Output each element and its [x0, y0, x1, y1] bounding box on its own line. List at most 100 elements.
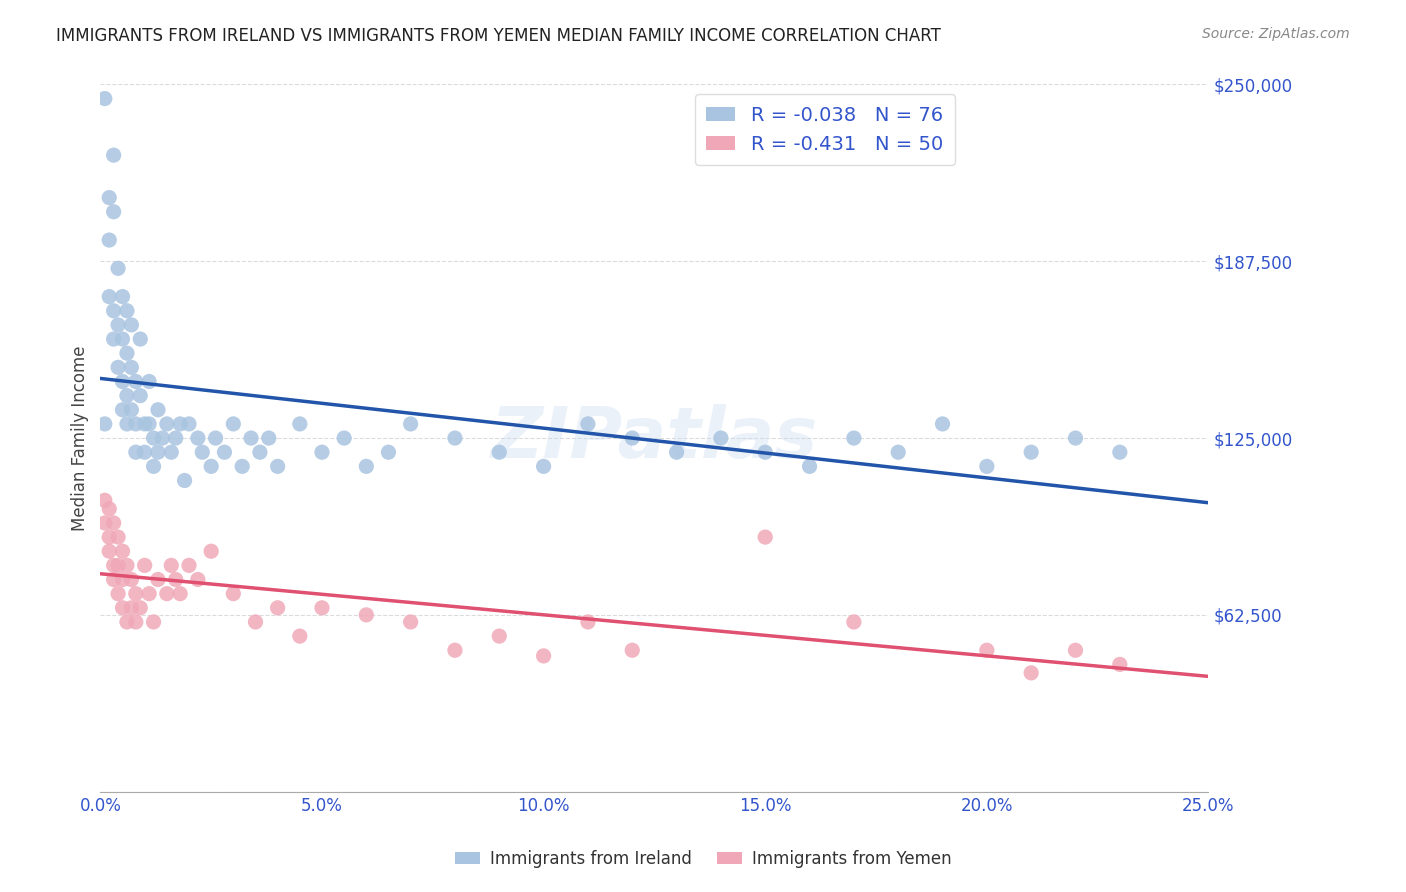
Point — [240, 431, 263, 445]
Point — [146, 573, 169, 587]
Point — [125, 375, 148, 389]
Point — [1108, 657, 1130, 672]
Point — [120, 573, 142, 587]
Point — [1064, 643, 1087, 657]
Point — [444, 643, 467, 657]
Point — [444, 431, 467, 445]
Point — [152, 431, 174, 445]
Point — [173, 474, 195, 488]
Point — [125, 445, 148, 459]
Point — [94, 493, 117, 508]
Point — [120, 360, 142, 375]
Point — [621, 643, 644, 657]
Point — [1019, 665, 1042, 680]
Point — [115, 389, 138, 403]
Point — [1108, 445, 1130, 459]
Point — [488, 445, 510, 459]
Point — [120, 402, 142, 417]
Legend: R = -0.038   N = 76, R = -0.431   N = 50: R = -0.038 N = 76, R = -0.431 N = 50 — [695, 95, 955, 165]
Point — [111, 290, 134, 304]
Point — [107, 318, 129, 332]
Point — [94, 92, 117, 106]
Point — [887, 445, 910, 459]
Point — [129, 332, 152, 346]
Point — [799, 459, 821, 474]
Point — [399, 615, 422, 629]
Point — [249, 445, 271, 459]
Point — [333, 431, 356, 445]
Point — [103, 204, 125, 219]
Text: IMMIGRANTS FROM IRELAND VS IMMIGRANTS FROM YEMEN MEDIAN FAMILY INCOME CORRELATIO: IMMIGRANTS FROM IRELAND VS IMMIGRANTS FR… — [56, 27, 941, 45]
Point — [115, 346, 138, 360]
Point — [169, 417, 191, 431]
Point — [245, 615, 267, 629]
Point — [200, 544, 222, 558]
Point — [138, 587, 160, 601]
Point — [111, 544, 134, 558]
Point — [222, 587, 245, 601]
Point — [120, 318, 142, 332]
Point — [160, 445, 183, 459]
Point — [103, 558, 125, 573]
Point — [931, 417, 953, 431]
Point — [111, 402, 134, 417]
Point — [177, 558, 200, 573]
Point — [142, 459, 165, 474]
Point — [187, 573, 209, 587]
Point — [134, 558, 156, 573]
Point — [488, 629, 510, 643]
Point — [103, 516, 125, 530]
Point — [177, 417, 200, 431]
Point — [125, 417, 148, 431]
Point — [356, 459, 378, 474]
Point — [257, 431, 280, 445]
Point — [107, 360, 129, 375]
Point — [576, 615, 599, 629]
Point — [311, 445, 333, 459]
Point — [115, 417, 138, 431]
Legend: Immigrants from Ireland, Immigrants from Yemen: Immigrants from Ireland, Immigrants from… — [449, 844, 957, 875]
Point — [214, 445, 236, 459]
Point — [107, 530, 129, 544]
Point — [311, 600, 333, 615]
Point — [160, 558, 183, 573]
Point — [94, 417, 117, 431]
Point — [111, 600, 134, 615]
Point — [98, 233, 121, 247]
Point — [111, 573, 134, 587]
Point — [94, 516, 117, 530]
Point — [533, 459, 555, 474]
Point — [165, 431, 187, 445]
Y-axis label: Median Family Income: Median Family Income — [72, 345, 89, 531]
Point — [976, 643, 998, 657]
Point — [191, 445, 214, 459]
Point — [288, 417, 311, 431]
Point — [156, 587, 179, 601]
Point — [115, 303, 138, 318]
Point — [134, 417, 156, 431]
Point — [165, 573, 187, 587]
Point — [266, 459, 288, 474]
Point — [533, 648, 555, 663]
Point — [356, 607, 378, 622]
Point — [621, 431, 644, 445]
Point — [111, 375, 134, 389]
Point — [125, 615, 148, 629]
Point — [107, 558, 129, 573]
Text: ZIPatlas: ZIPatlas — [491, 403, 818, 473]
Point — [222, 417, 245, 431]
Point — [204, 431, 226, 445]
Point — [231, 459, 253, 474]
Point — [288, 629, 311, 643]
Point — [754, 530, 776, 544]
Point — [1064, 431, 1087, 445]
Point — [138, 375, 160, 389]
Point — [142, 615, 165, 629]
Point — [266, 600, 288, 615]
Point — [98, 544, 121, 558]
Point — [169, 587, 191, 601]
Point — [200, 459, 222, 474]
Point — [576, 417, 599, 431]
Point — [142, 431, 165, 445]
Point — [187, 431, 209, 445]
